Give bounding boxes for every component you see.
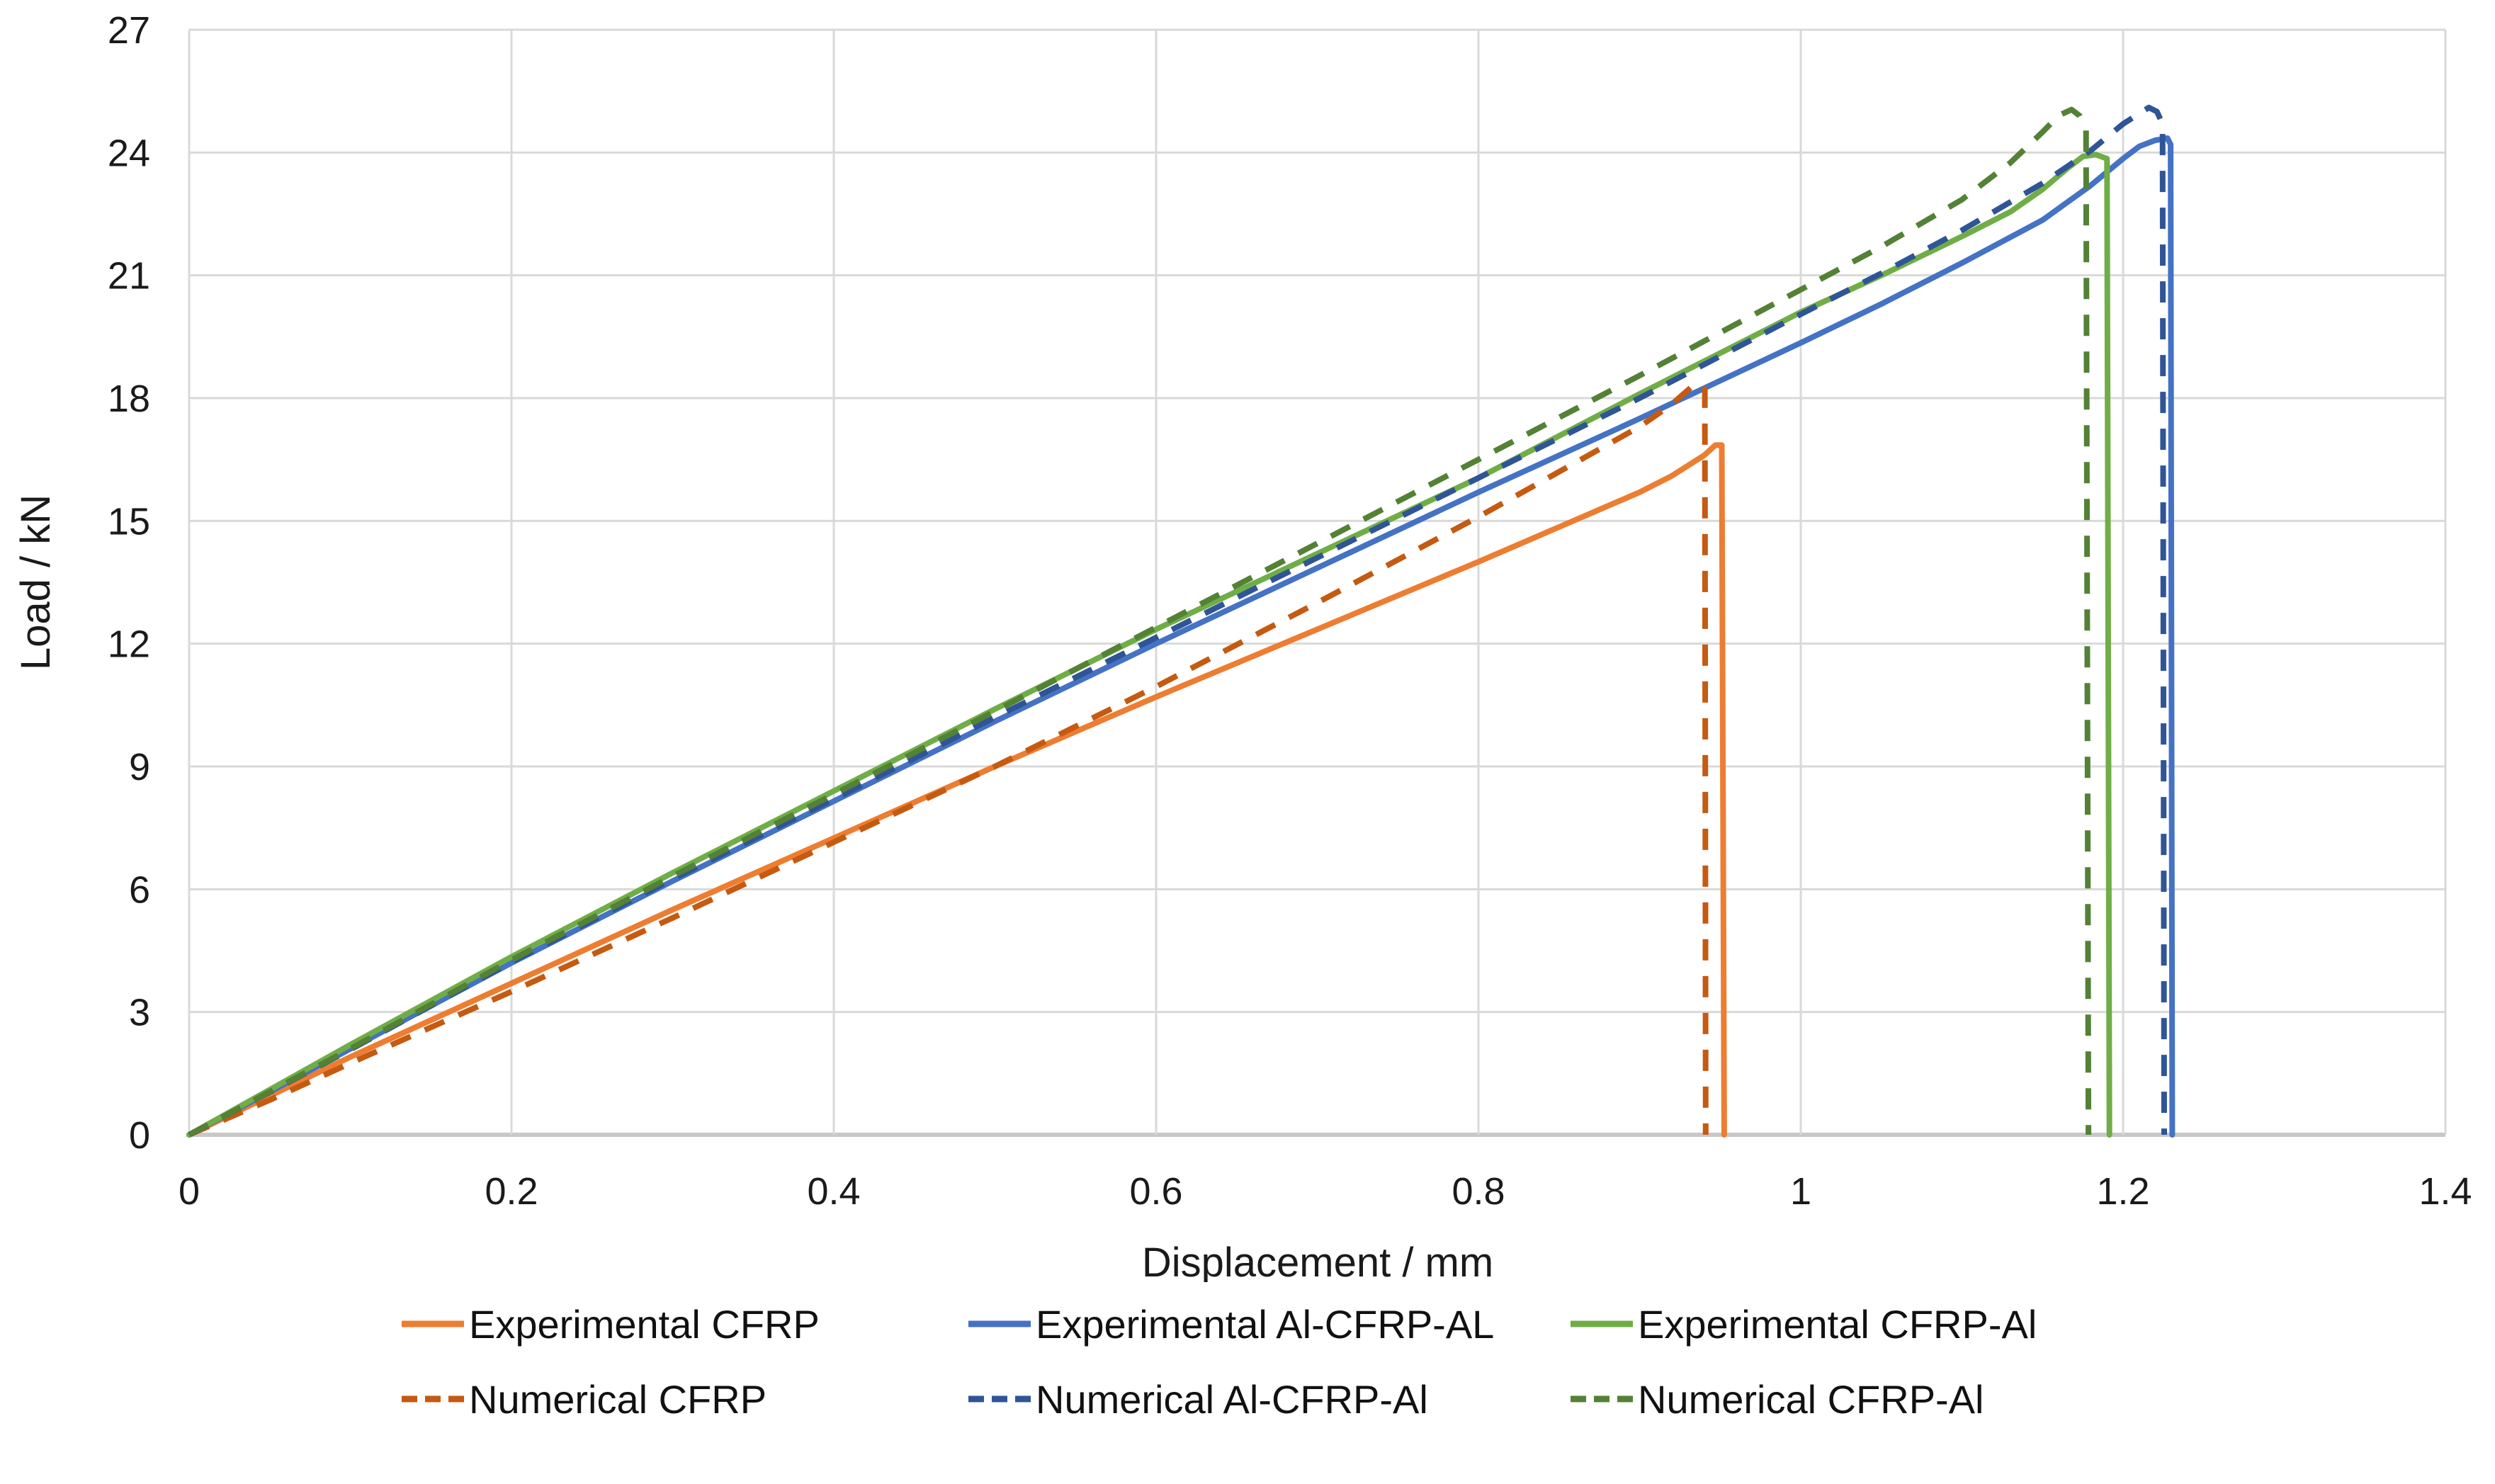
- legend-label: Numerical CFRP: [469, 1376, 767, 1422]
- x-axis-title: Displacement / mm: [1142, 1240, 1493, 1282]
- series-line-experimental-al-cfrp-al: [186, 135, 2176, 1138]
- chart-svg: 0 3 6 9 12 15 18 21 24 27 0 0.2 0.4 0.6 0.8 1 1.2 1.4 Dis…: [13, 9, 2472, 1282]
- legend-swatch-solid-line-icon: [968, 1320, 1031, 1327]
- series-line-experimental-cfrp-al: [186, 152, 2112, 1138]
- legend-label: Experimental Al-CFRP-AL: [1036, 1301, 1495, 1347]
- series-line-experimental-cfrp: [186, 442, 1727, 1138]
- tick-labels: 0 3 6 9 12 15 18 21 24 27 0 0.2 0.4 0.6 0.8 1 1.2 1.4: [108, 9, 2472, 1213]
- legend-item-experimental-cfrp: Experimental CFRP: [401, 1301, 968, 1347]
- x-tick-label: 1.2: [2096, 1170, 2149, 1213]
- legend-swatch-solid-line-icon: [402, 1320, 464, 1327]
- y-tick-label: 3: [129, 992, 150, 1034]
- y-tick-label: 24: [108, 132, 150, 174]
- y-tick-label: 6: [129, 868, 150, 911]
- x-tick-label: 0.4: [807, 1170, 860, 1213]
- legend-item-numerical-al-cfrp-al: Numerical Al-CFRP-Al: [968, 1376, 1570, 1422]
- series-layer: [186, 104, 2176, 1138]
- legend: Experimental CFRP Experimental Al-CFRP-AL…: [0, 1301, 2495, 1422]
- x-tick-label: 1.4: [2418, 1170, 2472, 1213]
- legend-item-numerical-cfrp: Numerical CFRP: [401, 1376, 968, 1422]
- y-tick-label: 0: [129, 1114, 150, 1157]
- x-tick-label: 1: [1790, 1170, 1811, 1213]
- y-tick-label: 21: [108, 255, 150, 298]
- legend-swatch-solid-line-icon: [1571, 1320, 1633, 1327]
- legend-row: Numerical CFRP Numerical Al-CFRP-Al Numeri…: [0, 1376, 2495, 1422]
- y-tick-label: 18: [108, 378, 150, 420]
- legend-label: Numerical Al-CFRP-Al: [1036, 1376, 1428, 1422]
- x-tick-label: 0.2: [485, 1170, 538, 1213]
- legend-label: Numerical CFRP-Al: [1638, 1376, 1984, 1422]
- legend-swatch-dashed-line-icon: [968, 1395, 1031, 1403]
- x-tick-label: 0.8: [1452, 1170, 1505, 1213]
- legend-item-experimental-cfrp-al: Experimental CFRP-Al: [1570, 1301, 2094, 1347]
- y-tick-label: 27: [108, 9, 150, 52]
- series-line-numerical-cfrp-al: [188, 106, 2092, 1138]
- series-line-numerical-al-cfrp-al: [188, 104, 2167, 1138]
- legend-item-experimental-al-cfrp-al: Experimental Al-CFRP-AL: [968, 1301, 1570, 1347]
- legend-row: Experimental CFRP Experimental Al-CFRP-AL…: [0, 1301, 2495, 1347]
- legend-label: Experimental CFRP: [469, 1301, 820, 1347]
- legend-item-numerical-cfrp-al: Numerical CFRP-Al: [1570, 1376, 2094, 1422]
- gridlines: [188, 28, 2447, 1137]
- legend-swatch-dashed-line-icon: [402, 1395, 464, 1403]
- legend-label: Experimental CFRP-Al: [1638, 1301, 2037, 1347]
- y-tick-label: 9: [129, 746, 150, 788]
- x-tick-label: 0.6: [1129, 1170, 1182, 1213]
- y-tick-label: 12: [108, 623, 150, 666]
- y-tick-label: 15: [108, 500, 150, 543]
- y-axis-title: Load / kN: [13, 494, 59, 670]
- x-tick-label: 0: [179, 1170, 200, 1213]
- legend-swatch-dashed-line-icon: [1571, 1395, 1633, 1403]
